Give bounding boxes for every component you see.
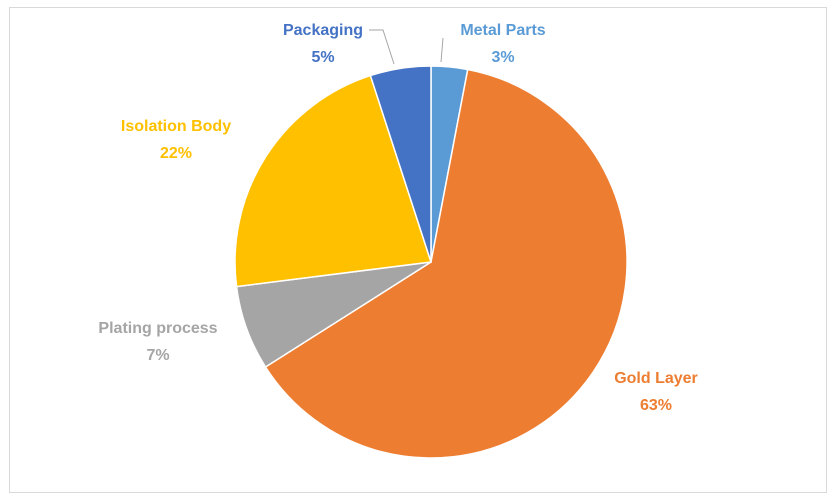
label-metal-parts-name: Metal Parts (460, 22, 545, 39)
label-plating-process-value: 7% (146, 347, 169, 364)
label-plating-process-name: Plating process (98, 320, 217, 337)
pie-slices (234, 65, 628, 459)
label-isolation-body-name: Isolation Body (121, 118, 231, 135)
slice-gold-layer (264, 68, 628, 459)
leader-line-packaging (369, 29, 395, 65)
label-gold-layer-value: 63% (640, 397, 672, 414)
label-metal-parts-value: 3% (491, 49, 514, 66)
data-labels: Metal Parts 3% Gold Layer 63% Plating pr… (98, 22, 697, 414)
label-packaging-value: 5% (311, 49, 334, 66)
label-gold-layer-name: Gold Layer (614, 370, 698, 387)
leader-line-metal-parts (440, 37, 444, 63)
label-packaging-name: Packaging (283, 22, 363, 39)
slice-packaging (369, 65, 432, 263)
label-isolation-body-value: 22% (160, 145, 192, 162)
slice-isolation-body (234, 74, 432, 288)
leader-lines (369, 29, 444, 65)
